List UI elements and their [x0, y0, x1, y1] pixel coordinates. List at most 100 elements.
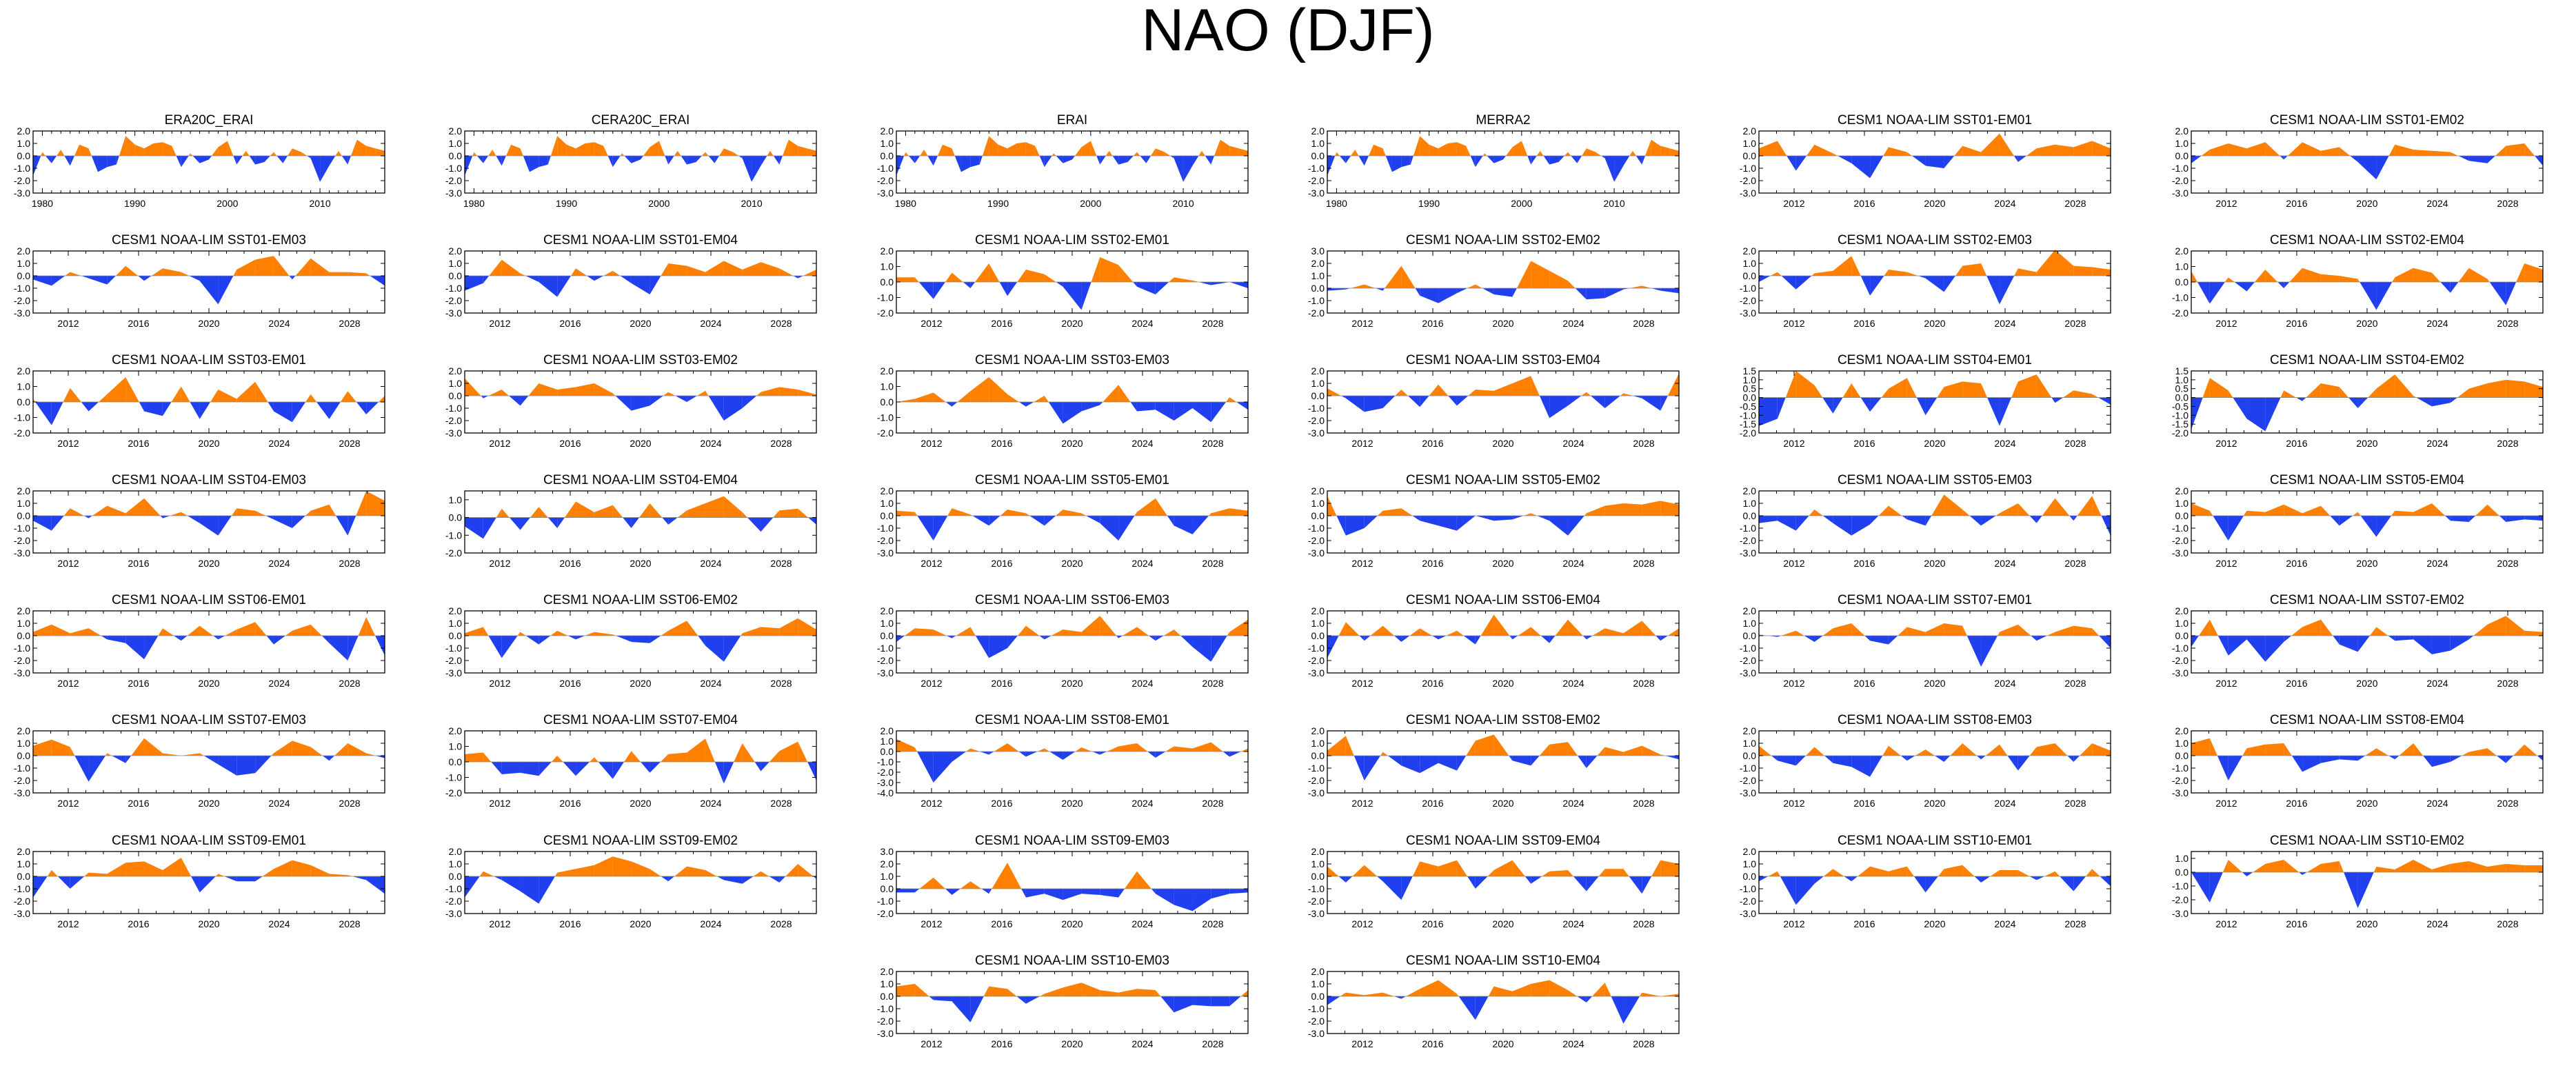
- positive-area: [1629, 285, 1642, 288]
- positive-area: [1075, 747, 1082, 752]
- negative-area: [1525, 876, 1531, 884]
- negative-area: [33, 156, 41, 176]
- negative-area: [914, 156, 920, 163]
- positive-area: [970, 748, 980, 752]
- positive-area: [2302, 142, 2321, 156]
- x-tick-label: 2010: [309, 198, 330, 209]
- positive-area: [2468, 268, 2488, 282]
- negative-area: [2506, 516, 2525, 522]
- positive-area: [1118, 265, 1134, 282]
- positive-area: [1364, 992, 1383, 996]
- positive-area: [1118, 385, 1131, 402]
- positive-area: [661, 754, 669, 762]
- y-tick-label: 0.5: [2175, 383, 2189, 394]
- x-tick-label: 2012: [57, 678, 79, 689]
- positive-area: [131, 738, 145, 756]
- positive-area: [807, 148, 816, 156]
- positive-area: [63, 508, 70, 516]
- negative-area: [631, 636, 650, 643]
- positive-area: [2506, 864, 2525, 872]
- positive-area: [1785, 371, 1796, 398]
- x-tick-label: 2020: [1924, 798, 1945, 809]
- positive-area: [472, 152, 474, 156]
- panel-frame: [32, 130, 385, 194]
- positive-area: [41, 152, 43, 156]
- negative-area: [952, 402, 958, 407]
- positive-area: [1925, 623, 1944, 636]
- x-tick-label: 2024: [1131, 558, 1153, 569]
- negative-area: [1382, 288, 1385, 291]
- x-tick-label: 2012: [2215, 678, 2237, 689]
- x-tick-label: 2012: [489, 318, 510, 329]
- y-tick-label: 1.0: [1743, 138, 1757, 149]
- panel-title: CESM1 NOAA-LIM SST06-EM03: [975, 593, 1169, 607]
- positive-area: [1350, 284, 1365, 288]
- y-tick-label: -2.0: [2172, 427, 2188, 439]
- positive-area: [57, 150, 61, 156]
- positive-area: [1409, 628, 1420, 636]
- positive-area: [2092, 628, 2100, 636]
- positive-area: [1540, 150, 1544, 156]
- negative-area: [2350, 156, 2358, 162]
- negative-area: [1768, 636, 1778, 637]
- positive-area: [1395, 390, 1402, 396]
- positive-area: [1981, 263, 1987, 276]
- positive-area: [181, 753, 200, 756]
- positive-area: [779, 741, 798, 762]
- negative-area: [1229, 996, 1241, 1007]
- negative-area: [1974, 876, 1982, 883]
- positive-area: [2431, 150, 2451, 156]
- negative-area: [1567, 396, 1582, 406]
- y-tick-label: -3.0: [445, 908, 462, 919]
- negative-area: [218, 276, 234, 305]
- positive-area: [2320, 274, 2339, 282]
- negative-area: [808, 517, 816, 525]
- y-tick-label: 1.0: [17, 858, 31, 869]
- positive-area: [1567, 281, 1576, 288]
- positive-area: [2506, 616, 2525, 636]
- nao-panel: CESM1 NOAA-LIM SST02-EM042.01.00.0-1.0-2…: [2172, 233, 2544, 329]
- y-tick-label: 1.0: [449, 378, 463, 389]
- positive-area: [70, 387, 81, 402]
- y-tick-label: 1.0: [449, 138, 463, 149]
- positive-area: [2320, 505, 2331, 516]
- y-tick-label: 1.0: [1743, 858, 1757, 869]
- negative-area: [2013, 156, 2018, 162]
- y-tick-label: 1.0: [1311, 378, 1325, 389]
- negative-area: [1086, 516, 1100, 523]
- x-tick-label: 2000: [1080, 198, 1101, 209]
- y-tick-label: -3.0: [14, 308, 30, 319]
- negative-area: [2320, 756, 2339, 763]
- positive-area: [2244, 510, 2247, 516]
- x-tick-label: 2016: [991, 558, 1012, 569]
- negative-area: [641, 762, 650, 773]
- y-tick-label: 2.0: [17, 365, 31, 376]
- positive-area: [2320, 619, 2333, 636]
- positive-area: [1586, 392, 1591, 396]
- positive-area: [2373, 867, 2377, 872]
- positive-area: [496, 508, 502, 518]
- x-tick-label: 2012: [57, 558, 79, 569]
- negative-area: [329, 756, 335, 761]
- positive-area: [1475, 390, 1494, 396]
- positive-area: [643, 147, 650, 156]
- positive-area: [1531, 627, 1541, 636]
- negative-area: [1100, 156, 1106, 165]
- negative-area: [1870, 156, 1884, 179]
- positive-area: [769, 751, 780, 762]
- positive-area: [2495, 145, 2506, 156]
- negative-area: [1981, 516, 1996, 526]
- positive-area: [2524, 143, 2535, 156]
- positive-area: [705, 738, 715, 762]
- negative-area: [793, 276, 798, 279]
- positive-area: [310, 865, 330, 876]
- positive-area: [474, 152, 477, 156]
- x-tick-label: 2024: [1131, 1038, 1153, 1049]
- positive-area: [723, 148, 734, 156]
- negative-area: [1463, 636, 1476, 645]
- positive-area: [292, 860, 311, 876]
- negative-area: [199, 516, 219, 536]
- negative-area: [1966, 636, 1982, 667]
- x-tick-label: 2012: [1351, 678, 1373, 689]
- negative-area: [1192, 516, 1209, 534]
